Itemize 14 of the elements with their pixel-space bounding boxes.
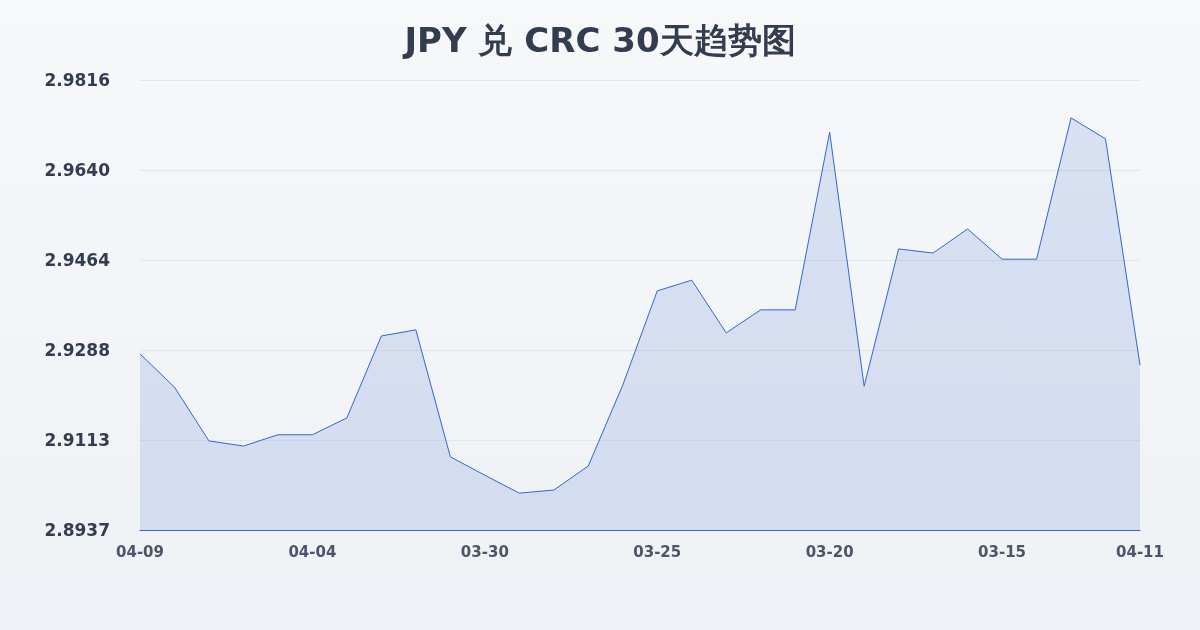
x-tick-label: 04-04 [288, 542, 337, 561]
x-tick-label: 04-09 [116, 542, 164, 561]
y-tick-label: 2.9288 [44, 340, 110, 361]
y-tick-label: 2.9816 [44, 70, 110, 90]
y-tick-label: 2.9113 [44, 429, 110, 450]
x-tick-label: 03-30 [460, 542, 509, 561]
x-tick-label: 04-11 [1116, 542, 1164, 561]
x-tick-label: 03-25 [633, 542, 682, 561]
chart-title: JPY 兑 CRC 30天趋势图 [402, 20, 796, 60]
y-tick-label: 2.9640 [44, 160, 111, 181]
x-tick-label: 03-15 [978, 542, 1027, 561]
y-tick-label: 2.9464 [44, 250, 111, 271]
y-tick-label: 2.8937 [44, 520, 110, 540]
x-tick-label: 03-20 [805, 542, 854, 561]
